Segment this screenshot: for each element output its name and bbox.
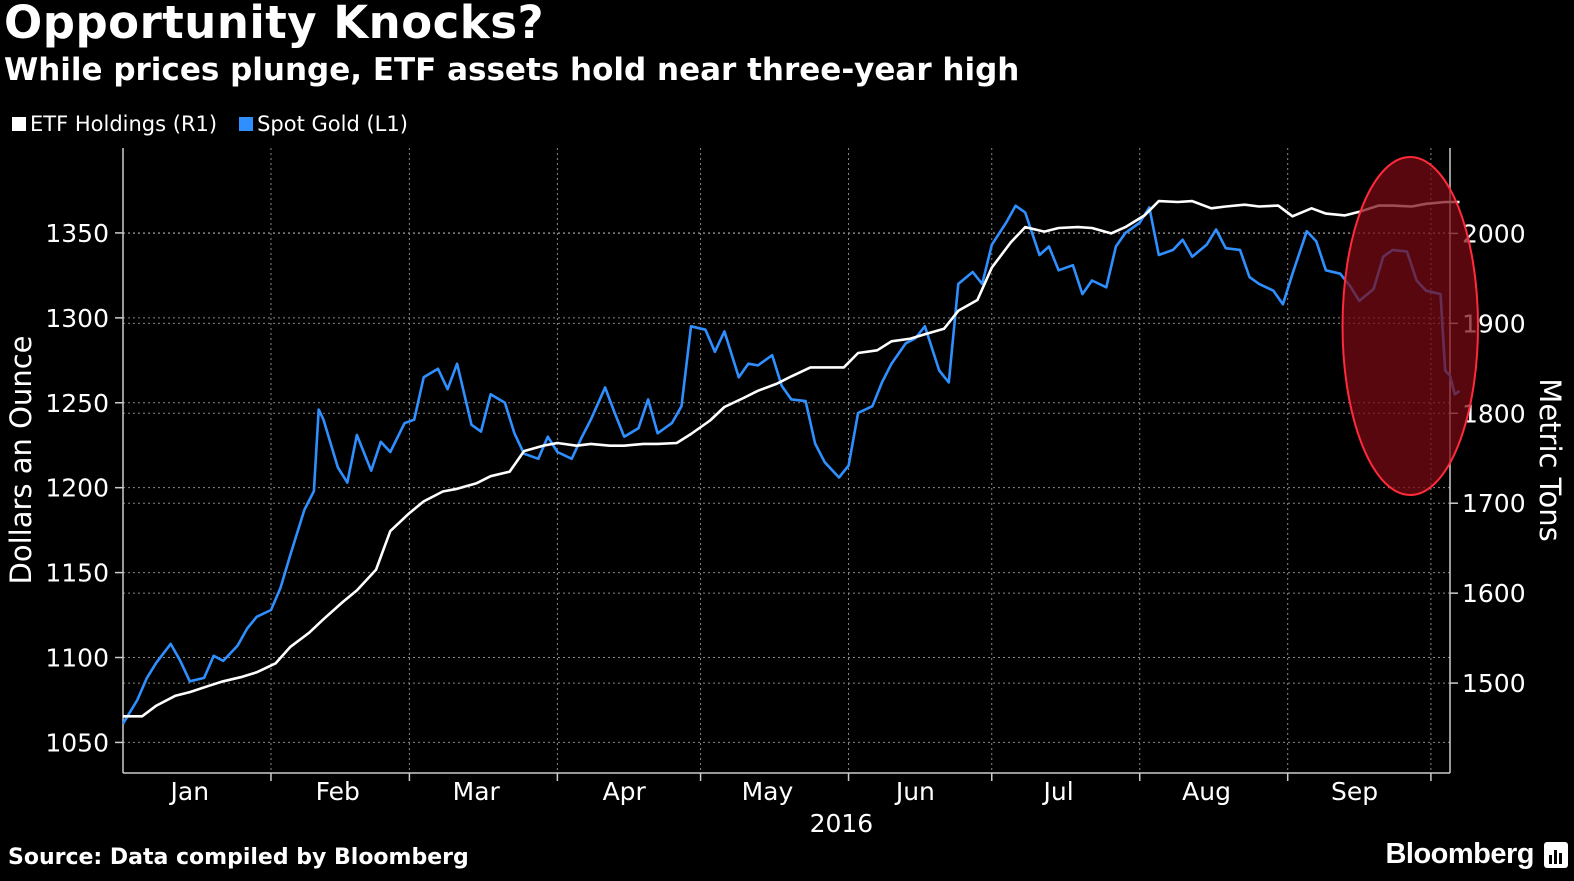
- left-tick-label-0: 1050: [45, 728, 109, 757]
- x-axis-label: 2016: [810, 809, 874, 838]
- x-tick-label-aug: Aug: [1182, 777, 1231, 806]
- left-tick-label-1: 1100: [45, 644, 109, 673]
- right-tick-label-2: 1700: [1462, 489, 1526, 518]
- x-tick-label-jul: Jul: [1041, 777, 1073, 806]
- right-tick-label-1: 1600: [1462, 579, 1526, 608]
- right-axis-title: Metric Tons: [1533, 378, 1567, 541]
- x-tick-label-jun: Jun: [894, 777, 935, 806]
- legend: ETF Holdings (R1) Spot Gold (L1): [12, 112, 408, 136]
- right-tick-label-3: 1800: [1462, 399, 1526, 428]
- legend-swatch-spot-gold: [239, 117, 254, 131]
- legend-item-spot-gold: Spot Gold (L1): [239, 112, 408, 136]
- series-line-etf-holdings: [123, 199, 1460, 718]
- x-tick-label-apr: Apr: [603, 777, 647, 806]
- highlight-ellipse: [1341, 156, 1480, 496]
- left-tick-label-5: 1300: [45, 304, 109, 333]
- source-note: Source: Data compiled by Bloomberg: [8, 845, 469, 870]
- brand-logo-text: Bloomberg: [1385, 838, 1534, 870]
- legend-item-etf: ETF Holdings (R1): [12, 112, 217, 136]
- x-tick-label-jan: Jan: [169, 777, 210, 806]
- right-tick-label-0: 1500: [1462, 669, 1526, 698]
- bloomberg-terminal-icon: [1544, 842, 1568, 868]
- chart-title: Opportunity Knocks?: [4, 0, 545, 49]
- series-line-spot-gold: [121, 204, 1461, 725]
- right-tick-label-5: 2000: [1462, 219, 1526, 248]
- x-tick-label-feb: Feb: [316, 777, 360, 806]
- left-tick-label-3: 1200: [45, 474, 109, 503]
- x-tick-label-mar: Mar: [453, 777, 501, 806]
- x-tick-label-sep: Sep: [1331, 777, 1378, 806]
- legend-label-spot-gold: Spot Gold (L1): [257, 112, 408, 136]
- legend-label-etf: ETF Holdings (R1): [30, 112, 218, 136]
- left-tick-label-2: 1150: [45, 559, 109, 588]
- left-tick-label-6: 1350: [45, 219, 109, 248]
- left-tick-label-4: 1250: [45, 389, 109, 418]
- x-tick-label-may: May: [742, 777, 794, 806]
- chart-subtitle: While prices plunge, ETF assets hold nea…: [4, 52, 1020, 88]
- legend-swatch-etf: [12, 117, 26, 131]
- left-axis-title: Dollars an Ounce: [4, 336, 38, 585]
